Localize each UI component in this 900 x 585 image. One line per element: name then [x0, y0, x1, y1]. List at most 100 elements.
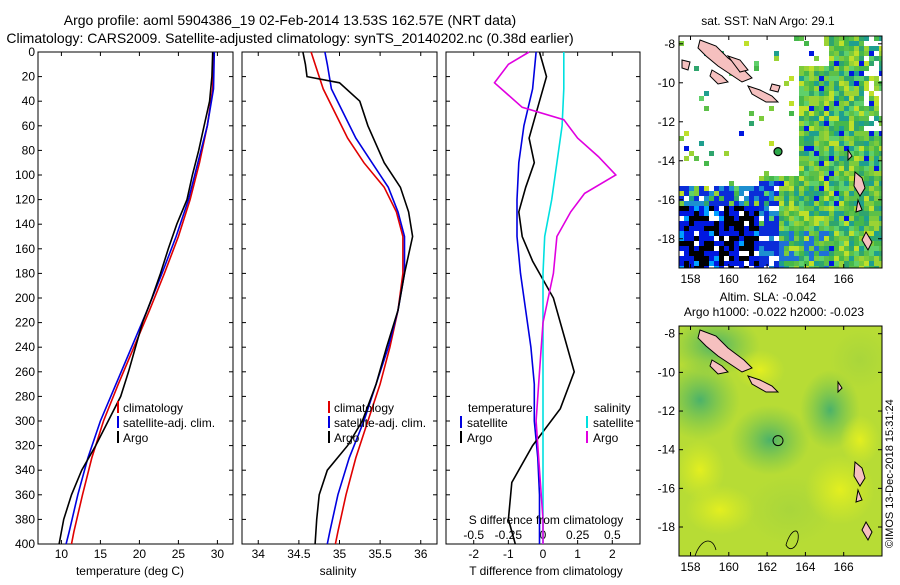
depth-tick-label: 280: [15, 389, 35, 403]
sst-cell: [819, 111, 824, 116]
sst-cell: [854, 236, 859, 241]
sst-cell: [699, 226, 704, 231]
sst-cell: [734, 186, 739, 191]
sst-cell: [729, 201, 734, 206]
sst-cell: [679, 196, 684, 201]
sst-cell: [709, 266, 714, 268]
t-difference-axis-label: T difference from climatology: [469, 564, 623, 578]
sst-cell: [859, 136, 864, 141]
sst-cell: [769, 231, 774, 236]
sst-cell: [839, 241, 844, 246]
sst-cell: [849, 166, 854, 171]
sst-cell: [859, 211, 864, 216]
sst-cell: [759, 236, 764, 241]
sst-cell: [749, 246, 754, 251]
sst-cell: [804, 136, 809, 141]
sst-cell: [834, 241, 839, 246]
sst-cell: [769, 216, 774, 221]
sst-cell: [789, 191, 794, 196]
sst-cell: [729, 251, 734, 256]
sst-cell: [819, 161, 824, 166]
sst-cell: [789, 186, 794, 191]
sst-cell: [874, 81, 879, 86]
sst-cell: [874, 136, 879, 141]
sst-cell: [739, 206, 744, 211]
sst-cell: [814, 156, 819, 161]
sst-cell: [804, 251, 809, 256]
sst-cell: [799, 246, 804, 251]
sst-cell: [729, 206, 734, 211]
sst-cell: [764, 201, 769, 206]
sst-cell: [739, 261, 744, 266]
sst-cell: [699, 216, 704, 221]
sst-cell: [849, 201, 854, 206]
sst-cell: [714, 236, 719, 241]
sst-cell: [869, 266, 874, 268]
sst-cell: [789, 111, 794, 116]
sst-cell: [854, 66, 859, 71]
island-shape: [747, 85, 780, 103]
sst-cell: [804, 196, 809, 201]
sst-cell: [699, 221, 704, 226]
sst-cell: [699, 196, 704, 201]
series-line-climatology: [310, 51, 404, 545]
legend-argo-label: Argo: [334, 431, 360, 445]
sst-cell: [679, 201, 684, 206]
sst-cell: [879, 256, 882, 261]
sst-cell: [854, 146, 859, 151]
sst-cell: [794, 236, 799, 241]
sst-cell: [849, 131, 854, 136]
sst-cell: [799, 221, 804, 226]
s-difference-axis-label: S difference from climatology: [469, 513, 624, 527]
lat-tick-label: -18: [658, 520, 676, 534]
sst-cell: [844, 171, 849, 176]
sst-cell: [864, 216, 869, 221]
sst-cell: [809, 206, 814, 211]
sst-cell: [824, 261, 829, 266]
sst-cell: [729, 216, 734, 221]
sst-cell: [794, 251, 799, 256]
sst-cell: [724, 211, 729, 216]
lat-tick-label: -14: [658, 154, 676, 168]
sst-cell: [779, 226, 784, 231]
sst-cell: [724, 231, 729, 236]
sst-cell: [829, 171, 834, 176]
sst-cell: [699, 261, 704, 266]
sst-cell: [799, 181, 804, 186]
sst-cell: [824, 166, 829, 171]
sst-cell: [819, 236, 824, 241]
x-tick-label: 1: [574, 547, 581, 561]
sst-cell: [804, 201, 809, 206]
sst-cell: [804, 186, 809, 191]
sst-cell: [859, 96, 864, 101]
sst-cell: [864, 151, 869, 156]
sst-cell: [774, 201, 779, 206]
sst-cell: [844, 36, 849, 41]
sst-cell: [854, 246, 859, 251]
sst-cell: [789, 226, 794, 231]
sst-cell: [829, 246, 834, 251]
sst-cell: [834, 201, 839, 206]
sst-cell: [774, 206, 779, 211]
sst-cell: [814, 141, 819, 146]
sst-cell: [849, 41, 854, 46]
sst-cell: [879, 121, 882, 126]
sst-cell: [749, 191, 754, 196]
sst-cell: [724, 261, 729, 266]
sst-cell: [769, 186, 774, 191]
sst-cell: [849, 61, 854, 66]
sst-cell: [874, 111, 879, 116]
sst-cell: [809, 201, 814, 206]
sst-cell: [874, 236, 879, 241]
sst-cell: [849, 171, 854, 176]
sst-cell: [794, 221, 799, 226]
series-line-s-argo: [493, 51, 618, 544]
sst-cell: [854, 151, 859, 156]
sst-cell: [819, 181, 824, 186]
sst-cell: [744, 266, 749, 268]
sst-cell: [834, 186, 839, 191]
s-difference-tick-label: -0.25: [495, 528, 523, 542]
sst-cell: [679, 241, 684, 246]
sst-cell: [684, 201, 689, 206]
sst-cell: [819, 231, 824, 236]
